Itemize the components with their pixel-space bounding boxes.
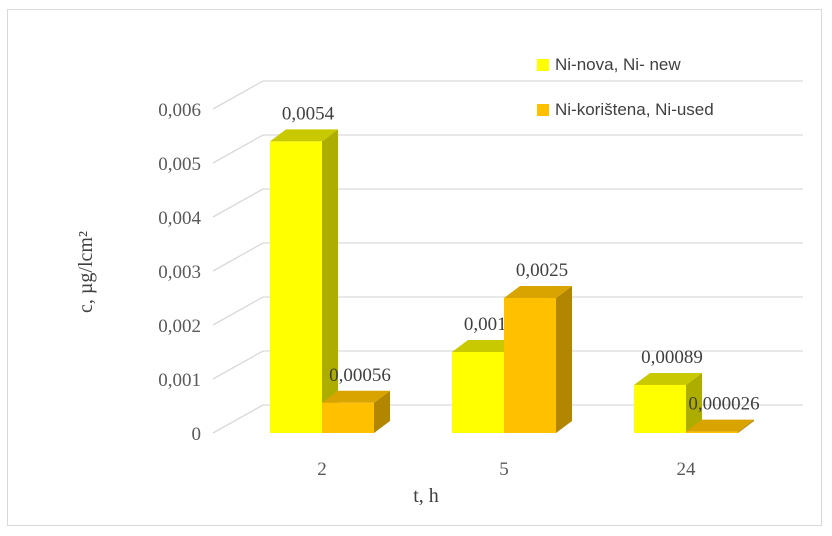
legend-swatch	[537, 104, 549, 116]
y-tick-label: 0,004	[158, 208, 201, 229]
bar	[270, 141, 322, 433]
data-label: 0,00089	[641, 347, 703, 368]
x-tick-label: 2	[317, 459, 327, 480]
bar-side	[322, 129, 338, 433]
y-tick-label: 0,001	[158, 370, 201, 391]
x-tick-label: 24	[677, 459, 697, 480]
bar-side	[556, 286, 572, 433]
bar	[452, 352, 504, 433]
legend-label: Ni-nova, Ni- new	[555, 55, 681, 74]
data-label: 0,0025	[516, 260, 568, 281]
y-tick-label: 0,003	[158, 262, 201, 283]
legend-label: Ni-korištena, Ni-used	[555, 100, 714, 119]
bar	[504, 298, 556, 433]
data-label: 0,0054	[282, 103, 335, 124]
bar	[322, 403, 374, 433]
data-label: 0,000026	[688, 394, 759, 415]
x-tick-label: 5	[499, 459, 509, 480]
x-axis-title: t, h	[413, 485, 439, 507]
data-label: 0,00056	[329, 365, 391, 386]
y-axis-title: c, µg/lcm²	[75, 231, 97, 313]
y-tick-label: 0,002	[158, 316, 201, 337]
y-tick-label: 0	[192, 424, 202, 445]
y-tick-label: 0,005	[158, 154, 201, 175]
legend-swatch	[537, 59, 549, 71]
y-tick-label: 0,006	[158, 100, 201, 121]
bar	[634, 385, 686, 433]
bar	[686, 432, 738, 433]
